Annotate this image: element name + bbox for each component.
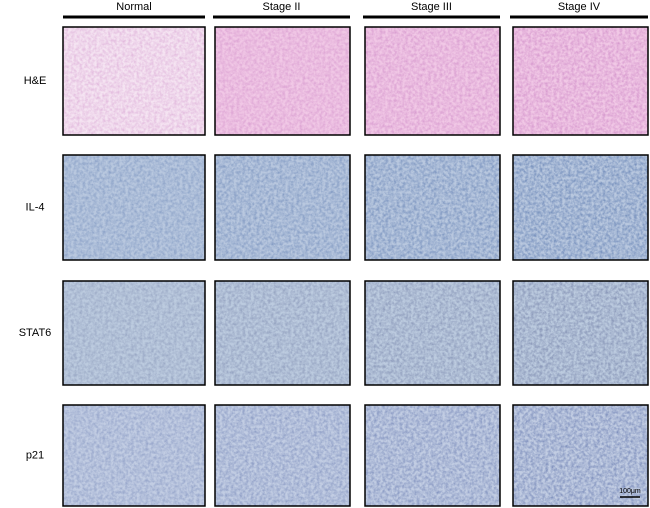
column-header: Normal <box>116 1 151 13</box>
micrograph-frame <box>364 280 501 386</box>
micrograph-frame <box>62 404 206 507</box>
micrograph-texture <box>365 27 500 135</box>
micrograph-texture <box>215 405 350 506</box>
micrograph-frame <box>512 26 649 136</box>
micrograph-texture <box>365 281 500 385</box>
micrograph-texture <box>63 405 205 506</box>
row-label: IL-4 <box>26 201 45 213</box>
column-header: Stage II <box>263 1 301 13</box>
micrograph-texture <box>215 281 350 385</box>
micrograph-frame <box>62 280 206 386</box>
row-label: p21 <box>26 449 44 461</box>
micrograph-frame <box>214 154 351 261</box>
micrograph-texture <box>365 155 500 260</box>
micrograph-frame <box>512 280 649 386</box>
micrograph-texture <box>513 405 648 506</box>
micrograph-texture <box>513 281 648 385</box>
micrograph-texture <box>63 281 205 385</box>
row-label: H&E <box>24 75 47 87</box>
micrograph-texture <box>215 27 350 135</box>
micrograph-texture <box>513 27 648 135</box>
row-label: STAT6 <box>19 327 52 339</box>
micrograph-frame <box>62 154 206 261</box>
micrograph-frame <box>512 404 649 507</box>
micrograph-texture <box>513 155 648 260</box>
micrograph-frame <box>512 154 649 261</box>
column-header: Stage III <box>411 1 452 13</box>
micrograph-texture <box>63 155 205 260</box>
micrograph-texture <box>365 405 500 506</box>
micrograph-texture <box>215 155 350 260</box>
micrograph-frame <box>364 404 501 507</box>
micrograph-frame <box>214 280 351 386</box>
column-header: Stage IV <box>558 1 601 13</box>
micrograph-frame <box>62 26 206 136</box>
micrograph-texture <box>63 27 205 135</box>
micrograph-frame <box>214 26 351 136</box>
scale-bar-label: 100μm <box>619 488 641 495</box>
micrograph-frame <box>214 404 351 507</box>
image-grid: Normal Stage II Stage III Stage IV H&E IL-4 ST… <box>19 1 649 507</box>
micrograph-frame <box>364 154 501 261</box>
micrograph-frame <box>364 26 501 136</box>
